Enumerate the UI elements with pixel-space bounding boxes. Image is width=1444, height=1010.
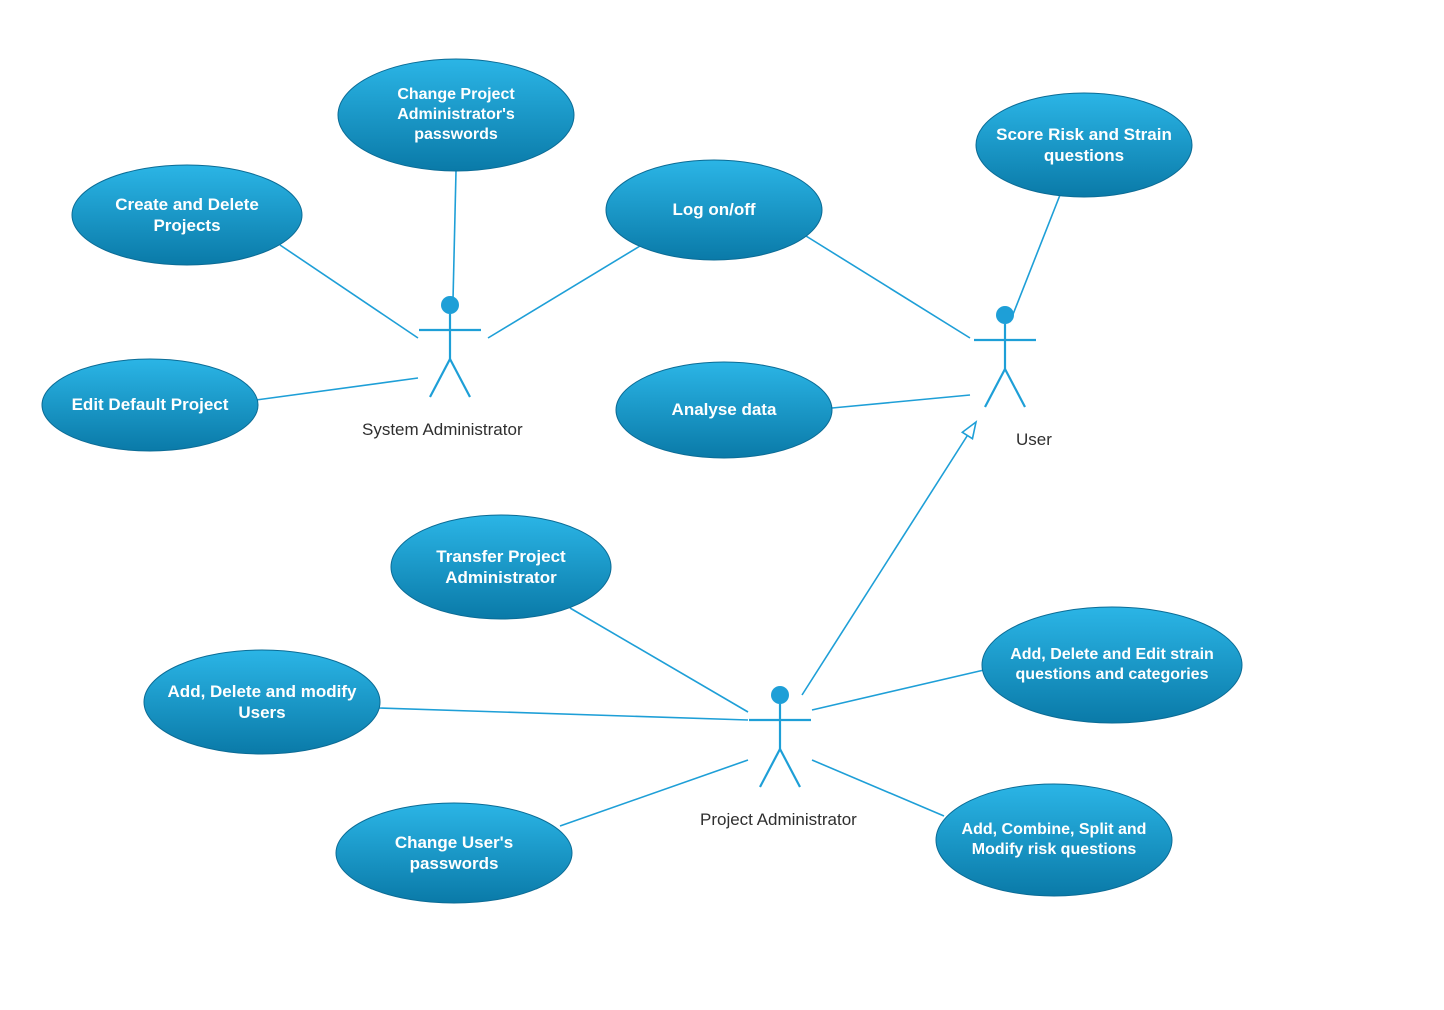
association-edge xyxy=(806,236,970,338)
association-edge xyxy=(832,395,970,408)
association-edge xyxy=(488,246,640,338)
usecase-edit_default_proj: Edit Default Project xyxy=(42,359,258,451)
actor-head-icon xyxy=(771,686,789,704)
actor-sysadmin xyxy=(419,296,481,397)
actor-label-projadmin: Project Administrator xyxy=(700,810,857,830)
usecase-add_del_edit_strain: Add, Delete and Edit strain questions an… xyxy=(982,607,1242,723)
association-edge xyxy=(280,245,418,338)
actor-head-icon xyxy=(441,296,459,314)
actor-label-user: User xyxy=(1016,430,1052,450)
diagram-canvas xyxy=(0,0,1444,1010)
actor-user xyxy=(974,306,1036,407)
association-edge xyxy=(256,378,418,400)
usecase-analyse_data: Analyse data xyxy=(616,362,832,458)
usecase-score_risk_strain: Score Risk and Strain questions xyxy=(976,93,1192,197)
association-edge xyxy=(1010,195,1060,322)
usecase-add_del_mod_users: Add, Delete and modify Users xyxy=(144,650,380,754)
association-edge xyxy=(812,760,944,816)
usecase-create_delete_proj: Create and Delete Projects xyxy=(72,165,302,265)
usecase-add_combine_split: Add, Combine, Split and Modify risk ques… xyxy=(936,784,1172,896)
association-edge xyxy=(453,171,456,300)
actor-label-sysadmin: System Administrator xyxy=(362,420,523,440)
association-edge xyxy=(812,670,984,710)
usecase-log_on_off: Log on/off xyxy=(606,160,822,260)
generalization-arrowhead xyxy=(962,422,976,439)
usecase-change_pa_pw: Change Project Administrator's passwords xyxy=(338,59,574,171)
usecase-transfer_pa: Transfer Project Administrator xyxy=(391,515,611,619)
actor-projadmin xyxy=(749,686,811,787)
association-edge xyxy=(570,608,748,712)
association-edge xyxy=(378,708,748,720)
usecase-change_user_pw: Change User's passwords xyxy=(336,803,572,903)
actor-head-icon xyxy=(996,306,1014,324)
generalization-edge xyxy=(802,422,976,695)
